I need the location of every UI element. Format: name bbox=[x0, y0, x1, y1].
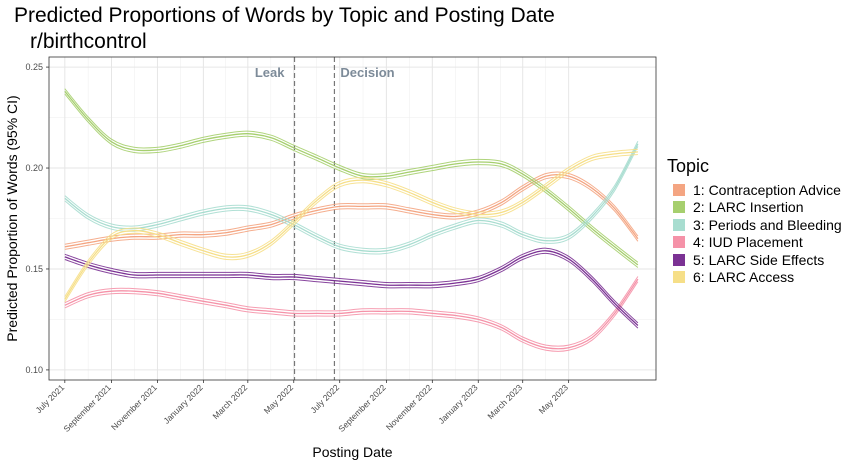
series-6 bbox=[64, 148, 638, 303]
legend-label: 2: LARC Insertion bbox=[693, 199, 804, 216]
series-ci-band bbox=[64, 276, 639, 347]
y-tick-label: 0.10 bbox=[25, 365, 43, 375]
legend-item: 5: LARC Side Effects bbox=[667, 251, 842, 269]
legend-item: 3: Periods and Bleeding bbox=[667, 216, 842, 234]
series-line bbox=[64, 250, 639, 326]
series-ci-band bbox=[64, 171, 639, 245]
x-tick-label: September 2021 bbox=[61, 382, 113, 434]
series-line bbox=[64, 278, 639, 350]
panel-border bbox=[48, 56, 657, 381]
chart-subtitle: r/birthcontrol bbox=[30, 30, 147, 53]
legend-key bbox=[673, 201, 685, 214]
legend: Topic 1: Contraception Advice 2: LARC Ins… bbox=[667, 156, 842, 286]
x-tick-label: January 2022 bbox=[161, 382, 205, 426]
legend-key bbox=[673, 218, 685, 231]
series-2 bbox=[64, 88, 639, 268]
x-axis-title: Posting Date bbox=[312, 444, 392, 460]
y-tick-label: 0.25 bbox=[25, 62, 43, 72]
x-tick-label: January 2023 bbox=[436, 382, 480, 426]
x-tick-label: May 2023 bbox=[537, 382, 571, 416]
series-ci-band bbox=[64, 154, 638, 303]
legend-key bbox=[673, 253, 685, 266]
series-ci-band bbox=[64, 252, 639, 329]
series-5 bbox=[64, 247, 639, 329]
series-ci-band bbox=[64, 281, 639, 352]
series-ci-band bbox=[64, 148, 638, 297]
series-ci-band bbox=[64, 140, 639, 250]
legend-label: 6: LARC Access bbox=[693, 269, 795, 286]
legend-item: 2: LARC Insertion bbox=[667, 199, 842, 217]
legend-title: Topic bbox=[667, 156, 710, 176]
x-tick-label: November 2022 bbox=[384, 382, 434, 432]
event-label: Decision bbox=[340, 65, 394, 80]
x-tick-label: March 2023 bbox=[485, 382, 524, 421]
series-line bbox=[64, 143, 639, 253]
legend-label: 5: LARC Side Effects bbox=[693, 251, 825, 268]
series-line bbox=[64, 173, 639, 248]
legend-key bbox=[673, 236, 685, 249]
series-4 bbox=[64, 276, 639, 352]
legend-key bbox=[673, 271, 685, 284]
series-ci-band bbox=[64, 176, 639, 250]
y-axis-title: Predicted Proportion of Words (95% CI) bbox=[4, 95, 20, 341]
chart-title: Predicted Proportions of Words by Topic … bbox=[14, 4, 555, 27]
x-tick-label: March 2022 bbox=[210, 382, 249, 421]
series-line bbox=[64, 90, 639, 266]
series-line bbox=[64, 151, 638, 300]
series-3 bbox=[64, 140, 639, 255]
legend-item: 6: LARC Access bbox=[667, 269, 842, 287]
series-ci-band bbox=[64, 88, 639, 263]
event-label: Leak bbox=[255, 65, 285, 80]
legend-items: 1: Contraception Advice 2: LARC Insertion… bbox=[667, 181, 842, 286]
x-tick-label: July 2021 bbox=[33, 382, 66, 415]
series-ci-band bbox=[64, 247, 639, 324]
legend-label: 3: Periods and Bleeding bbox=[693, 216, 842, 233]
legend-item: 1: Contraception Advice bbox=[667, 181, 842, 199]
series-1 bbox=[64, 171, 639, 250]
series-ci-band bbox=[64, 146, 639, 255]
legend-label: 1: Contraception Advice bbox=[693, 181, 841, 198]
x-tick-label: May 2022 bbox=[262, 382, 296, 416]
legend-key bbox=[673, 183, 685, 196]
series-ci-band bbox=[64, 93, 639, 268]
y-tick-label: 0.20 bbox=[25, 163, 43, 173]
legend-label: 4: IUD Placement bbox=[693, 234, 803, 251]
x-tick-label: July 2022 bbox=[308, 382, 341, 415]
legend-item: 4: IUD Placement bbox=[667, 234, 842, 252]
y-tick-label: 0.15 bbox=[25, 264, 43, 274]
x-tick-label: September 2022 bbox=[336, 382, 388, 434]
x-tick-label: November 2021 bbox=[109, 382, 159, 432]
